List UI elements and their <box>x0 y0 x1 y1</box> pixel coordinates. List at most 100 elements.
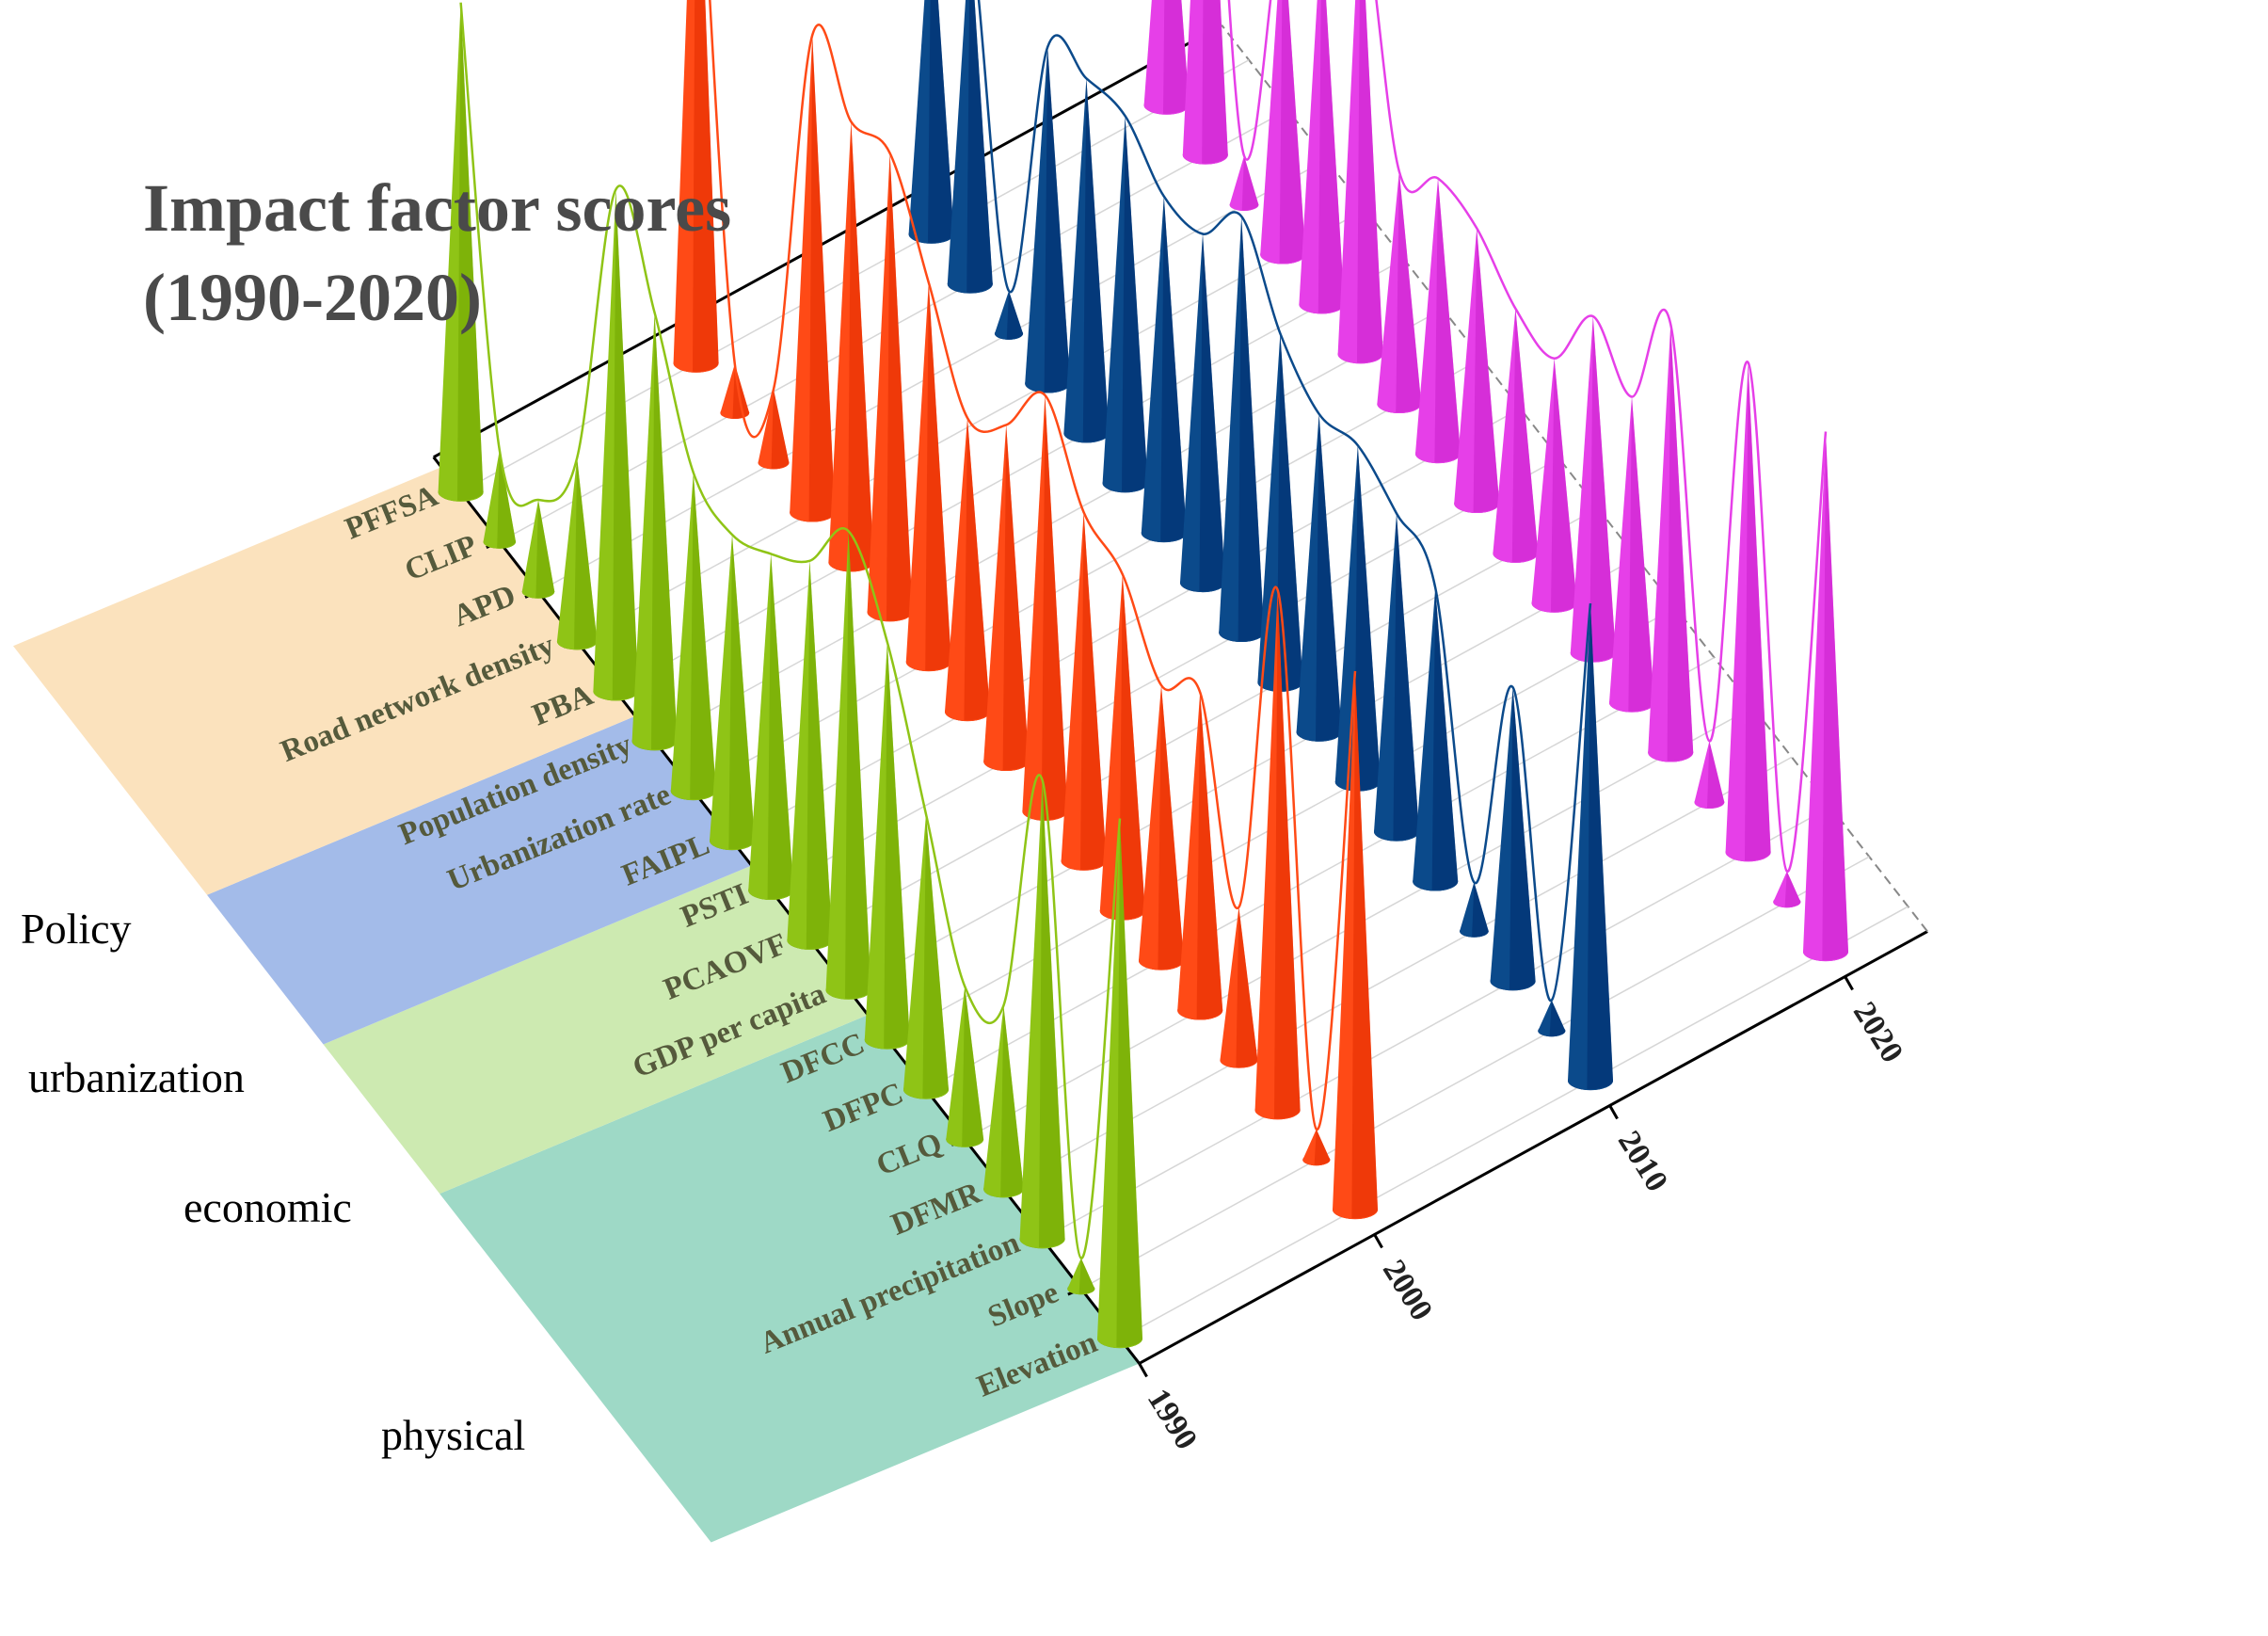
gridline-factor-3 <box>1003 756 1793 1190</box>
series-2010 <box>908 0 1613 1091</box>
cone-shade <box>574 457 598 650</box>
cone-1990-psti <box>748 553 794 900</box>
cone-shade <box>1080 512 1107 870</box>
cone-shade <box>1628 396 1654 712</box>
cone-1990-urbanization-rate <box>670 473 716 801</box>
cone-shade <box>1160 196 1187 542</box>
cone-shade <box>1274 589 1301 1119</box>
cone-2000-dfcc <box>1099 574 1145 921</box>
cone-1990-pffsa <box>438 2 484 502</box>
cone-shade <box>767 553 794 900</box>
cone-shade <box>1473 228 1500 513</box>
cone-2010-dfmr <box>1460 882 1489 938</box>
cone-shade <box>845 531 871 999</box>
cone-2020-pba <box>1299 0 1345 314</box>
cone-shade <box>1511 308 1539 562</box>
cone-1990-elevation <box>1097 818 1142 1349</box>
cone-2010-elevation <box>1568 603 1613 1091</box>
cone-shade <box>1667 324 1694 762</box>
cone-shade <box>886 152 913 621</box>
cone-2010-dfpc <box>1374 513 1419 842</box>
year-labels: 1990 2000 2010 2020 <box>1141 996 1909 1455</box>
cone-shade <box>1116 818 1142 1348</box>
cone-2000-slope <box>1302 1129 1331 1166</box>
cone-shade <box>1431 587 1459 890</box>
cone-shade <box>1587 603 1613 1090</box>
cone-shade <box>1396 171 1422 413</box>
gridline-factor-1 <box>1080 856 1870 1290</box>
cone-2020-pffsa <box>1143 0 1190 115</box>
cone-shade <box>1357 0 1383 363</box>
cone-2000-gdp-per-capita <box>1061 512 1107 871</box>
cone-shade <box>806 560 833 949</box>
series-curve-2000 <box>709 0 1357 1131</box>
cone-shade <box>1784 871 1801 907</box>
cone-shade <box>651 313 678 750</box>
cone-1990-gdp-per-capita <box>825 531 871 1000</box>
cone-2000-road-network-density <box>790 35 836 522</box>
cone-2000-elevation <box>1333 671 1378 1220</box>
cone-shade <box>1707 741 1725 809</box>
cone-2000-clq <box>1177 692 1223 1020</box>
group-label-economic: economic <box>184 1183 352 1231</box>
cone-2020-clq <box>1648 324 1694 762</box>
cone-shade <box>1551 358 1577 612</box>
cone-2020-faipl <box>1415 178 1461 464</box>
cone-shade <box>693 0 719 372</box>
year-tick-1990 <box>1138 1362 1148 1378</box>
cone-shade <box>925 282 951 671</box>
cone-2000-population-density <box>867 152 913 622</box>
cone-shade <box>1822 431 1848 961</box>
cone-1990-dfpc <box>903 814 949 1099</box>
cone-shade <box>1044 46 1071 393</box>
cone-shade <box>1002 425 1030 771</box>
cone-2020-population-density <box>1337 0 1383 364</box>
cone-2010-clip <box>947 0 993 294</box>
year-label-2010: 2010 <box>1611 1125 1674 1197</box>
group-band-urbanization <box>207 715 752 1045</box>
cone-shade <box>884 642 910 1049</box>
back-axis-line <box>433 24 1222 458</box>
series-curve-2020 <box>1227 0 1828 873</box>
cone-1990-dfcc <box>864 642 910 1050</box>
group-band-policy <box>13 467 635 895</box>
cone-shade <box>1472 882 1489 938</box>
gridline-factor-5 <box>925 656 1715 1091</box>
cone-shade <box>962 986 984 1147</box>
cone-shade <box>1279 0 1306 264</box>
cone-shade <box>1006 291 1024 340</box>
cone-1990-apd <box>521 500 555 599</box>
cone-2020-urbanization-rate <box>1377 171 1422 413</box>
year-axis-line <box>1138 930 1928 1365</box>
gridline-factor-9 <box>770 457 1560 891</box>
cone-shade <box>771 389 790 469</box>
cone-shade <box>1196 692 1223 1019</box>
cone-shade <box>964 418 990 721</box>
cone-2020-clip <box>1182 0 1228 165</box>
gridline-factor-10 <box>731 408 1521 842</box>
cone-1990-clip <box>483 450 517 549</box>
gridline-factor-8 <box>809 507 1599 941</box>
cone-1990-clq <box>946 986 984 1147</box>
cone-2000-annual-precipitation <box>1254 589 1301 1120</box>
cone-2020-road-network-density <box>1260 0 1306 265</box>
gridline-factor-0 <box>1119 906 1909 1339</box>
cone-2000-apd <box>758 389 790 470</box>
cone-1990-annual-precipitation <box>1019 779 1065 1249</box>
cone-1990-population-density <box>631 313 678 751</box>
cone-shade <box>535 500 555 599</box>
right-axis-line <box>1221 24 1928 933</box>
cone-2020-dfpc <box>1609 396 1654 713</box>
cone-shade <box>966 0 993 293</box>
cone-1990-pba <box>593 189 639 701</box>
cone-2010-population-density <box>1102 116 1148 493</box>
cone-2000-pcaovf <box>1022 394 1068 821</box>
cone-2010-pba <box>1063 78 1110 443</box>
cone-2020-annual-precipitation <box>1725 362 1771 862</box>
cone-shade <box>1241 155 1259 211</box>
cone-shade <box>1318 0 1345 313</box>
cone-2010-pcaovf <box>1257 333 1303 692</box>
year-tick-2020 <box>1844 975 1854 991</box>
cone-shade <box>1745 362 1771 861</box>
